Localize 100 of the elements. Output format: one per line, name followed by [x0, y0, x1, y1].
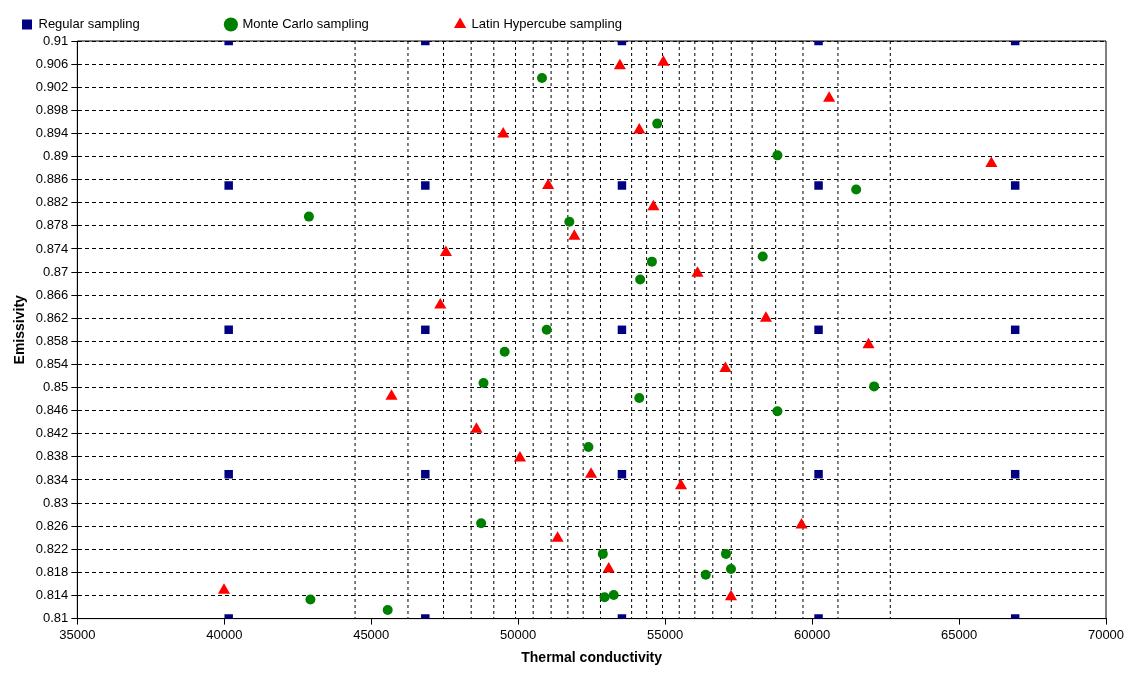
point — [657, 55, 670, 66]
point — [608, 589, 619, 600]
y-tick-label: 0.822 — [35, 540, 69, 556]
y-tick-label: 0.826 — [35, 517, 69, 533]
y-tick-label: 0.814 — [35, 587, 69, 603]
y-tick-label: 0.874 — [35, 240, 69, 256]
y-tick-label: 0.85 — [43, 379, 69, 395]
y-tick-label: 0.858 — [35, 332, 69, 348]
point — [583, 442, 594, 453]
y-tick-label: 0.862 — [35, 309, 69, 325]
x-tick-label: 60000 — [794, 626, 831, 642]
point — [985, 156, 998, 167]
x-axis-title: Thermal conductivity — [521, 649, 663, 666]
point — [851, 184, 862, 195]
point — [585, 467, 598, 478]
y-tick-label: 0.882 — [35, 194, 69, 210]
point — [725, 563, 736, 574]
point — [724, 589, 738, 601]
y-tick-label: 0.81 — [43, 610, 69, 626]
point — [597, 548, 608, 559]
point — [719, 361, 732, 372]
point — [647, 199, 660, 211]
point — [633, 122, 646, 134]
x-tick-label: 70000 — [1087, 626, 1125, 642]
point — [759, 311, 773, 322]
point — [499, 346, 510, 357]
point — [1010, 181, 1020, 190]
point — [772, 406, 783, 417]
point — [224, 469, 233, 479]
x-tick-label: 55000 — [647, 626, 684, 642]
x-tick-label: 45000 — [353, 626, 390, 642]
point — [476, 518, 487, 529]
y-tick-label: 0.89 — [43, 148, 69, 164]
y-tick-label: 0.902 — [35, 78, 69, 94]
point — [691, 266, 704, 277]
point — [599, 592, 610, 603]
point — [224, 325, 233, 335]
x-tick-label: 35000 — [59, 626, 96, 642]
point — [602, 561, 615, 573]
point — [541, 324, 552, 335]
point — [772, 150, 783, 161]
point — [303, 211, 314, 222]
point — [542, 178, 555, 189]
point — [478, 377, 489, 388]
y-tick-label: 0.91 — [43, 32, 69, 48]
y-tick-label: 0.818 — [35, 563, 69, 579]
y-tick-label: 0.834 — [35, 471, 69, 487]
point — [470, 422, 483, 433]
point — [434, 297, 447, 309]
point — [513, 451, 527, 462]
y-tick-label: 0.83 — [43, 494, 69, 510]
point — [617, 181, 627, 190]
point — [795, 518, 808, 529]
point — [814, 181, 823, 190]
point — [634, 392, 645, 403]
point — [757, 251, 768, 262]
point — [869, 381, 880, 392]
point — [217, 583, 231, 594]
y-tick-label: 0.842 — [35, 425, 69, 441]
point — [646, 256, 657, 267]
point — [814, 469, 823, 479]
legend-label: Monte Carlo sampling — [242, 16, 442, 32]
y-tick-label: 0.894 — [35, 124, 69, 140]
point — [497, 126, 510, 138]
point — [823, 91, 836, 102]
point — [305, 594, 316, 605]
point — [421, 469, 430, 479]
point — [421, 325, 430, 335]
x-tick-label: 40000 — [206, 626, 243, 642]
y-tick-label: 0.878 — [35, 217, 69, 233]
point — [613, 58, 626, 70]
legend-label: Latin Hypercube sampling — [471, 16, 695, 32]
y-tick-label: 0.87 — [43, 263, 69, 279]
y-tick-label: 0.898 — [35, 101, 69, 117]
point — [862, 337, 875, 349]
y-tick-label: 0.866 — [35, 286, 69, 302]
point — [421, 181, 430, 190]
legend-label: Regular sampling — [38, 16, 212, 32]
y-tick-label: 0.846 — [35, 402, 69, 418]
point — [674, 478, 688, 490]
point — [551, 531, 564, 542]
x-tick-label: 50000 — [500, 626, 537, 642]
point — [385, 389, 398, 400]
point — [537, 72, 547, 83]
point — [814, 325, 823, 335]
point — [564, 216, 575, 227]
point — [382, 604, 393, 615]
y-tick-label: 0.886 — [35, 171, 69, 187]
y-axis-title: Emissivity — [11, 294, 28, 365]
y-tick-label: 0.854 — [35, 356, 69, 372]
y-tick-label: 0.906 — [35, 55, 69, 71]
point — [635, 274, 646, 285]
point — [439, 245, 452, 256]
point — [652, 118, 663, 129]
x-tick-label: 65000 — [940, 626, 978, 642]
point — [720, 548, 731, 559]
point — [224, 181, 233, 190]
point — [568, 229, 581, 240]
y-tick-label: 0.838 — [35, 448, 69, 464]
point — [700, 569, 711, 580]
